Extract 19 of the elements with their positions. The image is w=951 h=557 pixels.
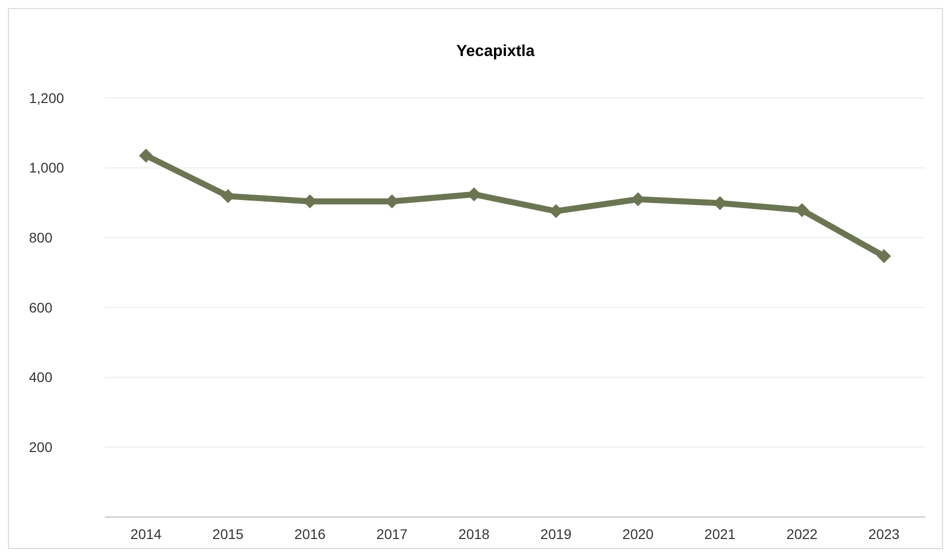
y-tick-label: 1,000 <box>29 160 64 176</box>
y-tick-label: 800 <box>29 230 53 246</box>
x-tick-label: 2020 <box>622 526 654 542</box>
y-tick-label: 200 <box>29 439 53 456</box>
x-tick-label: 2023 <box>868 526 900 542</box>
x-tick-label: 2018 <box>458 526 490 542</box>
chart-title: Yecapixtla <box>456 43 535 60</box>
y-tick-label: 600 <box>29 299 53 316</box>
x-tick-label: 2019 <box>540 526 572 542</box>
y-tick-label: 1,200 <box>29 90 64 106</box>
y-tick-label: 400 <box>29 369 53 386</box>
point <box>139 148 153 163</box>
x-tick-label: 2022 <box>786 526 818 542</box>
point <box>877 249 891 264</box>
x-tick-label: 2021 <box>704 526 736 542</box>
x-tick-label: 2015 <box>212 526 244 542</box>
x-tick-label: 2014 <box>130 526 162 542</box>
x-tick-label: 2017 <box>376 526 408 542</box>
x-tick-label: 2016 <box>294 526 326 542</box>
